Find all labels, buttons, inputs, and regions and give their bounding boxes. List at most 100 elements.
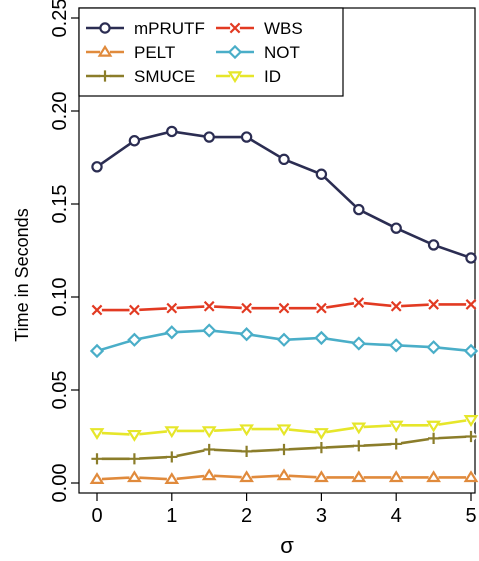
data-point — [388, 470, 404, 483]
data-point — [166, 302, 178, 314]
legend-item: NOT — [216, 43, 300, 62]
data-point — [390, 300, 402, 312]
data-point — [127, 429, 142, 442]
series-lines — [89, 125, 479, 485]
data-point — [202, 323, 217, 338]
data-point — [316, 302, 327, 314]
marker-backing — [428, 239, 439, 250]
marker-backing — [316, 169, 327, 180]
y-tick-label: 0.25 — [49, 0, 71, 37]
marker-backing — [129, 135, 140, 146]
legend-item: mPRUTF — [86, 19, 205, 38]
data-point — [99, 22, 111, 34]
data-point — [315, 442, 327, 454]
legend-marker-backing — [100, 23, 110, 33]
series-id — [89, 414, 479, 442]
marker-backing — [92, 161, 102, 172]
legend-label: mPRUTF — [134, 19, 205, 38]
data-point — [465, 430, 477, 443]
data-point — [390, 222, 402, 234]
legend: mPRUTF PELT SMUCE WBS NOT ID — [78, 7, 344, 97]
data-point — [91, 161, 103, 173]
data-point — [463, 470, 479, 483]
x-tick-label: 2 — [241, 505, 252, 527]
y-tick-label: 0.05 — [49, 371, 71, 410]
x-tick-label: 5 — [465, 505, 476, 527]
data-point — [227, 71, 243, 84]
axes: 0 1 2 3 4 5 0.00 0.05 0.10 0.15 0.20 0.25 — [49, 0, 477, 527]
series-mprutf — [91, 125, 477, 264]
legend-item: WBS — [216, 19, 303, 38]
data-point — [353, 297, 365, 308]
legend-item: PELT — [86, 43, 175, 62]
data-point — [389, 338, 404, 353]
data-point — [276, 332, 292, 347]
marker-backing — [241, 132, 252, 143]
data-point — [97, 44, 113, 57]
series-line — [96, 130, 472, 260]
data-point — [388, 420, 404, 433]
data-point — [427, 239, 440, 251]
data-point — [127, 470, 142, 483]
y-tick-label: 0.00 — [49, 464, 71, 503]
x-axis-label: σ — [280, 533, 294, 558]
x-tick-label: 4 — [391, 505, 402, 527]
data-point — [129, 304, 140, 316]
y-axis-label: Time in Seconds — [12, 208, 32, 341]
data-point — [426, 340, 441, 355]
data-point — [239, 327, 254, 342]
data-point — [276, 468, 292, 481]
marker-backing — [353, 204, 364, 215]
data-point — [241, 445, 253, 457]
data-point — [278, 153, 290, 166]
data-point — [428, 299, 439, 310]
data-point — [241, 302, 252, 314]
data-point — [278, 302, 290, 314]
legend-label: ID — [264, 67, 281, 86]
data-point — [164, 426, 180, 439]
data-point — [239, 424, 254, 437]
marker-backing — [466, 252, 476, 263]
series-pelt — [89, 468, 479, 485]
data-point — [276, 424, 292, 437]
data-point — [351, 470, 367, 483]
data-point — [353, 440, 365, 452]
data-point — [128, 453, 140, 465]
data-point — [229, 22, 241, 34]
data-point — [201, 468, 217, 481]
y-tick-label: 0.20 — [49, 92, 71, 131]
data-point — [91, 304, 103, 316]
data-point — [227, 44, 243, 60]
data-point — [166, 125, 178, 138]
data-point — [89, 343, 105, 359]
data-point — [314, 330, 329, 346]
x-tick-label: 0 — [91, 505, 102, 527]
data-point — [164, 472, 180, 484]
data-point — [201, 426, 217, 439]
data-point — [314, 470, 329, 483]
data-point — [203, 131, 215, 143]
data-point — [351, 422, 367, 435]
marker-backing — [166, 126, 177, 137]
marker-backing — [204, 132, 215, 143]
marker-backing — [279, 154, 289, 165]
data-point — [203, 300, 215, 312]
marker-backing — [391, 223, 402, 234]
data-point — [166, 451, 178, 463]
data-point — [128, 135, 141, 147]
legend-item: SMUCE — [86, 67, 195, 86]
legend-label: NOT — [264, 43, 300, 62]
series-not — [89, 323, 479, 359]
data-point — [164, 325, 179, 340]
legend-label: PELT — [134, 43, 175, 62]
x-tick-label: 3 — [316, 505, 327, 527]
data-point — [239, 470, 254, 483]
data-point — [314, 428, 329, 440]
data-point — [127, 332, 142, 347]
data-point — [426, 420, 441, 433]
data-point — [390, 438, 402, 450]
data-point — [463, 343, 479, 359]
data-point — [278, 443, 290, 456]
data-point — [465, 252, 477, 264]
legend-label: WBS — [264, 19, 303, 38]
